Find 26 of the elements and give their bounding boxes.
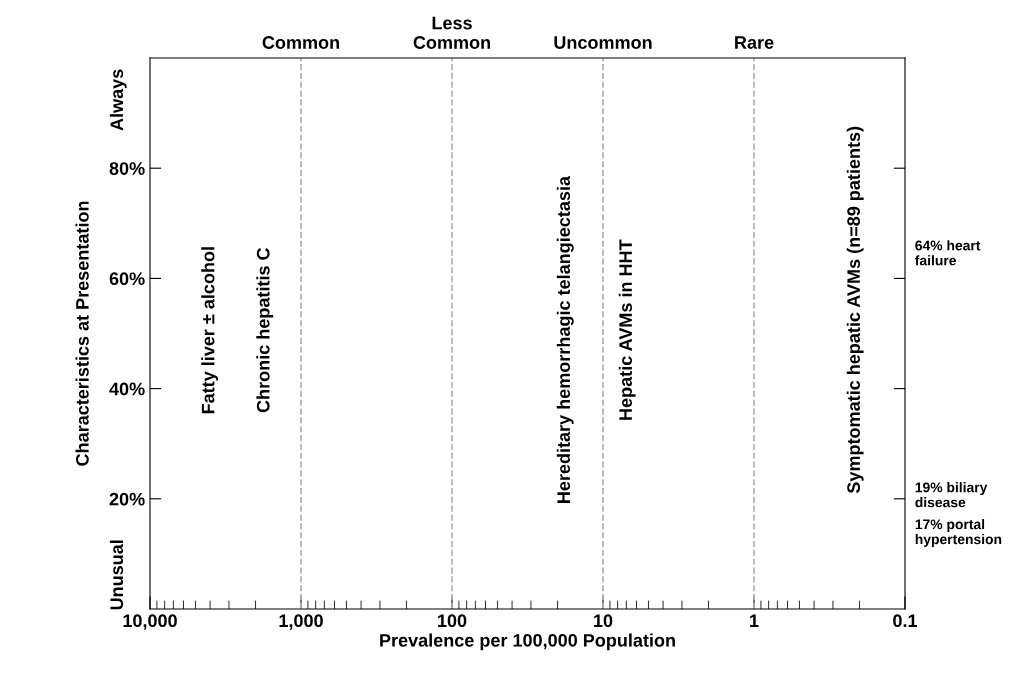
text: 19% biliary disease <box>915 482 988 508</box>
y-tick-label: 40% <box>109 382 145 396</box>
text: 64% heart failure <box>915 240 981 266</box>
y-tick-label: 80% <box>109 162 145 175</box>
annotation: Fatty liver ± alcohol <box>201 247 219 414</box>
text: Unusual <box>109 540 124 610</box>
annotation: Hepatic AVMs in HHT <box>618 239 636 420</box>
x-tick-label: 10 <box>594 614 613 628</box>
x-tick-label: 100 <box>438 614 467 628</box>
annotation: Symptomatic hepatic AVMs (n=89 patients) <box>846 126 864 494</box>
ref-line-label: Uncommon <box>554 36 652 49</box>
x-tick-label: 1,000 <box>279 614 323 630</box>
ref-line-label: Common <box>262 36 339 49</box>
x-axis-title: Prevalence per 100,000 Population <box>380 633 675 651</box>
ref-line-label: Less Common <box>413 16 490 49</box>
text: Always <box>109 69 127 131</box>
y-axis-title: Characteristics at Presentation <box>75 201 89 466</box>
y-tick-label: 60% <box>109 272 145 286</box>
y-tick-label: 20% <box>109 492 145 506</box>
text: 17% portal hypertension <box>915 519 1002 547</box>
x-tick-label: 1 <box>750 614 759 627</box>
ref-line-label: Rare <box>735 36 774 49</box>
annotation: Hereditary hemorrhagic telangiectasia <box>556 175 574 503</box>
x-tick-label: 10,000 <box>123 614 177 630</box>
x-tick-label: 0.1 <box>893 614 918 628</box>
annotation: Chronic hepatitis C <box>256 247 274 413</box>
